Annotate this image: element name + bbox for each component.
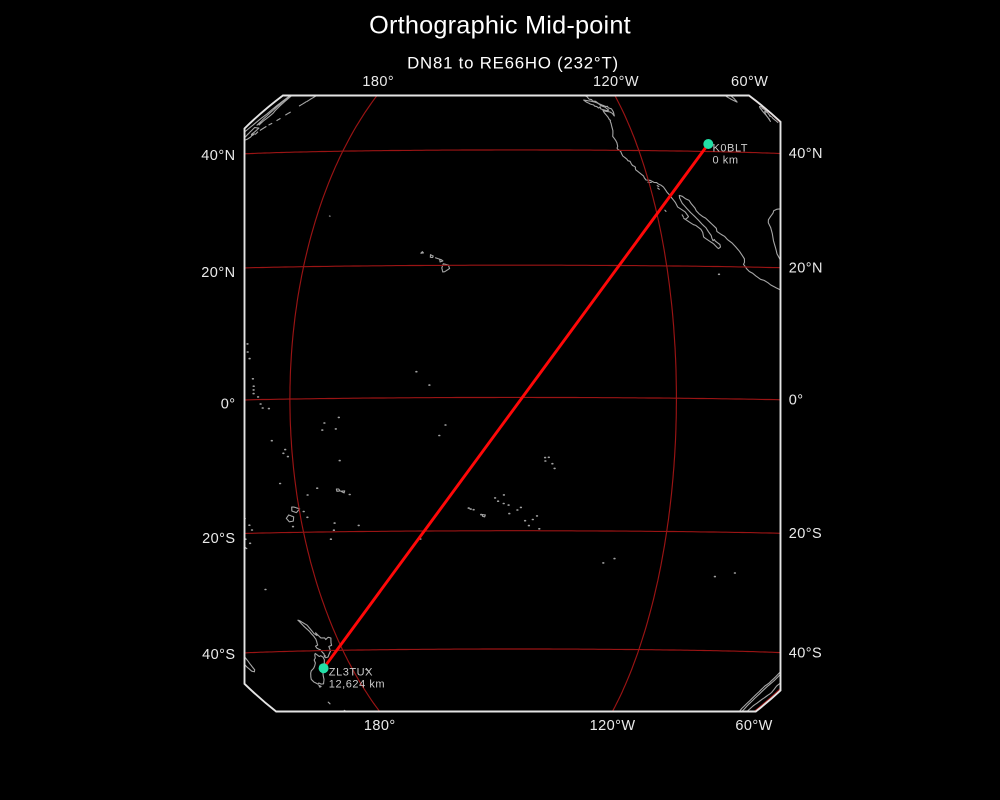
svg-text:40°S: 40°S xyxy=(789,645,822,661)
svg-text:12,624 km: 12,624 km xyxy=(329,679,385,691)
svg-text:40°N: 40°N xyxy=(201,148,235,164)
svg-text:60°W: 60°W xyxy=(735,718,772,734)
svg-text:DN81 to RE66HO (232°T): DN81 to RE66HO (232°T) xyxy=(407,53,619,72)
svg-text:20°N: 20°N xyxy=(789,261,823,277)
svg-text:0°: 0° xyxy=(221,397,236,413)
svg-text:Orthographic Mid-point: Orthographic Mid-point xyxy=(369,12,631,40)
svg-text:20°N: 20°N xyxy=(201,265,235,281)
svg-text:K0BLT: K0BLT xyxy=(713,143,749,155)
svg-text:180°: 180° xyxy=(364,718,396,734)
svg-text:180°: 180° xyxy=(362,74,394,90)
svg-text:0°: 0° xyxy=(789,393,804,409)
svg-text:120°W: 120°W xyxy=(593,74,639,90)
svg-text:20°S: 20°S xyxy=(202,531,235,547)
svg-text:ZL3TUX: ZL3TUX xyxy=(329,667,373,679)
svg-text:120°W: 120°W xyxy=(590,718,636,734)
svg-text:0 km: 0 km xyxy=(713,155,739,167)
svg-text:60°W: 60°W xyxy=(731,74,768,90)
svg-text:40°N: 40°N xyxy=(789,146,823,162)
svg-text:40°S: 40°S xyxy=(202,647,235,663)
svg-text:20°S: 20°S xyxy=(789,526,822,542)
